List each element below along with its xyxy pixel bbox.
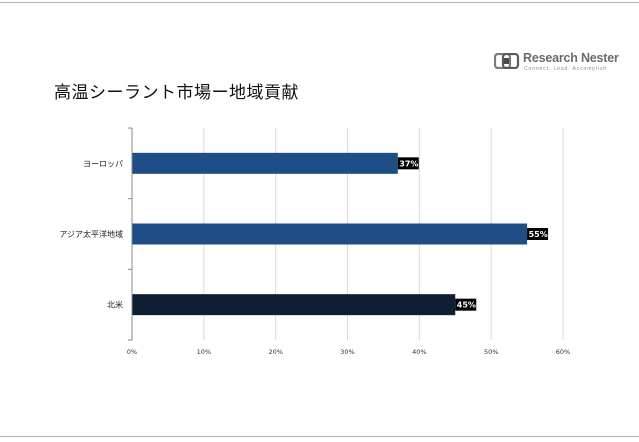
value-label-background bbox=[527, 228, 549, 240]
category-label: アジア太平洋地域 bbox=[59, 229, 123, 239]
value-label: 37% bbox=[399, 159, 418, 168]
value-label: 55% bbox=[529, 230, 548, 239]
bar bbox=[132, 223, 528, 245]
bar bbox=[132, 294, 456, 316]
value-label-background bbox=[397, 157, 419, 170]
logo-name: Research Nester bbox=[523, 51, 619, 65]
x-tick-label: 20% bbox=[268, 348, 282, 356]
x-tick-label: 40% bbox=[412, 348, 426, 356]
chart-title: 高温シーラント市場ー地域貢献 bbox=[54, 83, 299, 103]
x-tick-label: 60% bbox=[556, 348, 570, 356]
value-label: 45% bbox=[457, 301, 476, 310]
bottom-divider bbox=[0, 436, 639, 437]
labels: 0% 10% 20% 30% 40% 50% 60% ヨーロッパ 37% アジア太平洋地域 55% 北… bbox=[59, 157, 570, 356]
top-divider bbox=[0, 2, 639, 3]
x-tick-label: 30% bbox=[340, 348, 354, 356]
research-nester-logo: Research Nester Connect. Lead. Accomplis… bbox=[494, 50, 619, 76]
bars bbox=[132, 152, 528, 316]
logo-tagline: Connect. Lead. Accomplish bbox=[524, 66, 608, 72]
bar bbox=[132, 152, 398, 174]
value-label-background bbox=[455, 298, 477, 311]
logo-icon bbox=[494, 53, 520, 69]
x-tick-label: 0% bbox=[127, 348, 137, 356]
category-label: ヨーロッパ bbox=[83, 159, 123, 168]
category-label: 北米 bbox=[107, 300, 123, 310]
x-tick-label: 50% bbox=[484, 348, 498, 356]
x-tick-label: 10% bbox=[197, 348, 211, 356]
